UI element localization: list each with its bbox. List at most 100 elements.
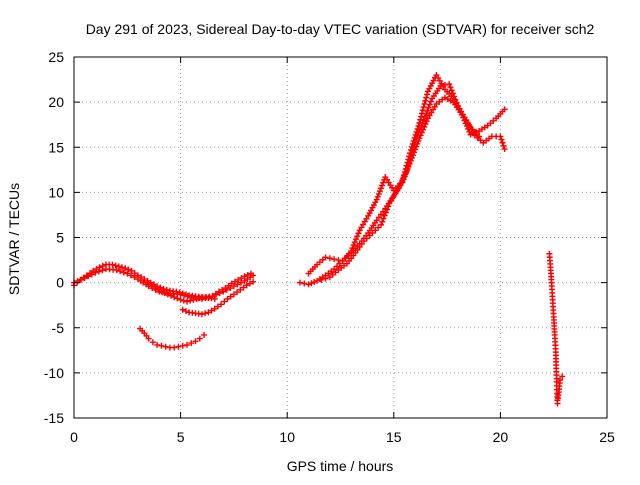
data-point-marker: [425, 104, 432, 111]
data-point-marker: [351, 239, 358, 246]
data-series: [546, 250, 566, 407]
data-point-marker: [174, 295, 181, 302]
data-point-marker: [124, 270, 131, 277]
data-point-marker: [470, 129, 477, 136]
data-point-marker: [244, 271, 251, 278]
grid-layer: [74, 57, 607, 418]
data-point-marker: [422, 121, 429, 128]
data-point-marker: [366, 232, 373, 239]
data-point-marker: [385, 203, 392, 210]
data-point-marker: [451, 93, 458, 100]
data-point-marker: [426, 101, 433, 108]
data-point-marker: [420, 104, 427, 111]
data-point-marker: [198, 311, 205, 318]
data-point-marker: [209, 293, 216, 300]
data-series: [145, 270, 254, 305]
data-point-marker: [423, 94, 430, 101]
data-point-marker: [131, 274, 138, 281]
y-tick-label: 25: [48, 49, 64, 65]
data-series: [71, 261, 218, 302]
data-point-marker: [427, 98, 434, 105]
data-point-marker: [409, 147, 416, 154]
data-point-marker: [211, 305, 218, 312]
data-point-marker: [145, 281, 152, 288]
data-point-marker: [423, 110, 430, 117]
data-point-marker: [99, 267, 106, 274]
data-point-marker: [201, 331, 208, 338]
data-point-marker: [420, 117, 427, 124]
data-point-marker: [419, 120, 426, 127]
data-point-marker: [182, 308, 189, 315]
data-point-marker: [128, 267, 135, 274]
data-point-marker: [501, 106, 508, 113]
data-point-marker: [349, 245, 356, 252]
data-point-marker: [381, 212, 388, 219]
data-point-marker: [463, 117, 470, 124]
data-point-marker: [205, 309, 212, 316]
data-point-marker: [221, 298, 228, 305]
data-point-marker: [437, 82, 444, 89]
data-point-marker: [410, 144, 417, 151]
data-point-marker: [376, 188, 383, 195]
data-point-marker: [322, 254, 329, 261]
data-point-marker: [446, 81, 453, 88]
data-point-marker: [237, 286, 244, 293]
x-tick-label: 0: [70, 429, 78, 445]
data-point-marker: [406, 159, 413, 166]
data-point-marker: [168, 292, 175, 299]
data-point-marker: [375, 190, 382, 197]
data-series: [296, 94, 483, 288]
data-point-marker: [407, 153, 414, 160]
data-point-marker: [415, 129, 422, 136]
data-point-marker: [422, 97, 429, 104]
data-point-marker: [155, 286, 162, 293]
y-tick-label: 0: [56, 275, 64, 291]
data-point-marker: [241, 273, 248, 280]
data-point-marker: [497, 133, 504, 140]
data-point-marker: [127, 272, 134, 279]
plot-frame: [73, 56, 608, 419]
data-point-marker: [318, 276, 325, 283]
data-point-marker: [421, 114, 428, 121]
data-point-marker: [125, 266, 132, 273]
data-point-marker: [466, 123, 473, 130]
data-point-marker: [468, 126, 475, 133]
data-point-marker: [403, 168, 410, 175]
series-layer: [71, 72, 566, 407]
data-point-marker: [336, 260, 343, 267]
data-point-marker: [369, 229, 376, 236]
data-point-marker: [228, 280, 235, 287]
data-series: [137, 325, 208, 351]
data-point-marker: [187, 297, 194, 304]
data-point-marker: [379, 218, 386, 225]
data-point-marker: [179, 306, 186, 313]
x-tick-label: 5: [177, 429, 185, 445]
data-point-marker: [372, 227, 379, 234]
data-point-marker: [212, 290, 219, 297]
data-point-marker: [322, 275, 329, 282]
data-point-marker: [423, 118, 430, 125]
data-point-marker: [380, 179, 387, 186]
x-tick-label: 10: [279, 429, 295, 445]
data-point-marker: [224, 295, 231, 302]
data-point-marker: [333, 263, 340, 270]
data-series: [179, 278, 257, 318]
data-point-marker: [296, 279, 303, 286]
data-point-marker: [246, 280, 253, 287]
data-point-marker: [231, 278, 238, 285]
data-point-marker: [118, 264, 125, 271]
data-point-marker: [78, 276, 85, 283]
y-tick-label: -5: [52, 320, 65, 336]
data-point-marker: [180, 297, 187, 304]
data-point-marker: [120, 269, 127, 276]
data-point-marker: [375, 224, 382, 231]
data-point-marker: [113, 266, 120, 273]
data-point-marker: [92, 269, 99, 276]
data-point-marker: [162, 343, 169, 350]
data-point-marker: [148, 283, 155, 290]
data-point-marker: [501, 146, 508, 153]
data-point-marker: [112, 262, 119, 269]
data-point-marker: [196, 335, 203, 342]
data-point-marker: [158, 288, 165, 295]
